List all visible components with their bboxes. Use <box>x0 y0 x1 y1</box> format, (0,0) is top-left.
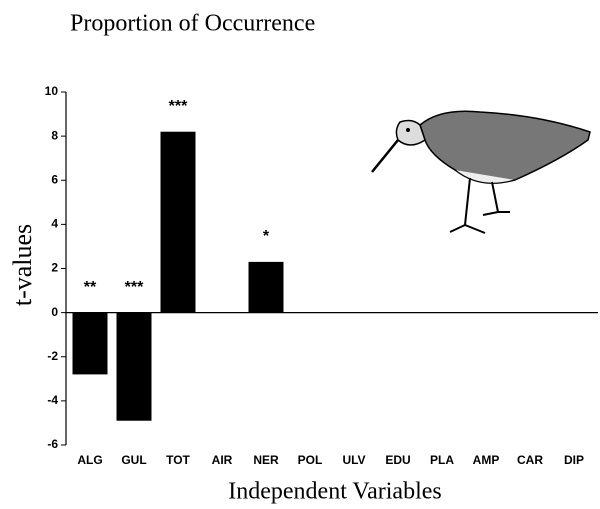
y-tick-label: 6 <box>51 172 58 186</box>
y-tick-label: -2 <box>47 349 58 363</box>
x-tick-label: ALG <box>77 453 102 467</box>
x-tick-label: DIP <box>564 453 584 467</box>
bar <box>160 131 196 313</box>
x-tick-label: GUL <box>121 453 146 467</box>
chart-title: Proportion of Occurrence <box>70 11 315 37</box>
bar <box>72 312 108 375</box>
y-tick-label: 10 <box>45 84 59 98</box>
y-tick-label: 2 <box>51 261 58 275</box>
x-tick-label: ULV <box>342 453 365 467</box>
x-axis-label: Independent Variables <box>228 479 441 505</box>
y-tick-label: -6 <box>47 437 58 451</box>
significance-label: ** <box>84 279 97 296</box>
x-tick-label: CAR <box>517 453 543 467</box>
x-tick-label: PLA <box>430 453 454 467</box>
x-tick-label: AMP <box>473 453 500 467</box>
x-tick-label: NER <box>253 453 279 467</box>
x-tick-label: POL <box>298 453 323 467</box>
x-tick-label: EDU <box>385 453 410 467</box>
y-axis-label: t-values <box>8 224 37 306</box>
bird-illustration <box>371 110 591 234</box>
y-tick-label: -4 <box>47 393 58 407</box>
bar <box>116 312 152 421</box>
significance-label: * <box>263 228 270 245</box>
significance-label: *** <box>125 279 144 296</box>
bar <box>248 261 284 313</box>
significance-label: *** <box>169 98 188 115</box>
y-tick-label: 0 <box>51 305 58 319</box>
y-tick-label: 8 <box>51 128 58 142</box>
y-tick-label: 4 <box>51 217 58 231</box>
x-tick-label: TOT <box>166 453 190 467</box>
x-tick-label: AIR <box>212 453 233 467</box>
